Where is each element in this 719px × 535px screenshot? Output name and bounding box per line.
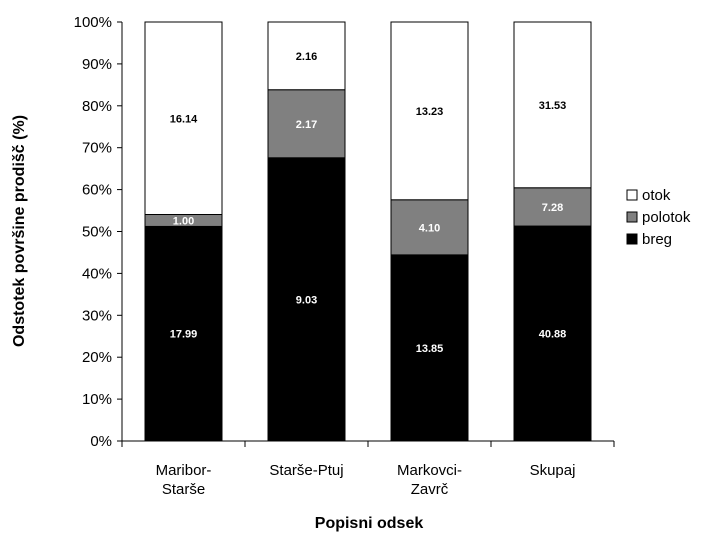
legend-label-otok: otok [642,187,671,204]
y-tick-label: 10% [82,391,112,408]
bar-segment-polotok [390,199,469,256]
y-tick-label: 80% [82,98,112,115]
y-tick-label: 50% [82,224,112,241]
bar-segment-polotok [267,89,346,159]
data-labels: 17.99 1.00 16.14 9.03 2.17 2.16 13.85 4.10 13.23… [170,51,567,355]
legend-label-breg: breg [642,231,672,248]
data-label-breg: 9.03 [296,294,317,306]
data-label-breg: 40.88 [539,329,567,341]
y-tick-label: 40% [82,265,112,282]
data-label-polotok: 2.17 [296,119,317,131]
bar-segment-breg [267,157,346,442]
bar-segment-otok [144,21,223,216]
category-label: Starše [162,481,205,498]
y-tick-label: 90% [82,56,112,73]
y-axis-title: Odstotek površine prodišč (%) [11,115,28,347]
bar-segment-breg [513,225,592,442]
axes: 0% 10% 20% 30% 40% 50% 60% 70% 80% 90% 100% Maribor… [74,14,615,498]
category-label: Starše-Ptuj [269,462,343,479]
category-label: Maribor- [156,462,212,479]
y-tick-label: 20% [82,349,112,366]
legend-swatch-polotok [626,211,638,223]
bar-segment-polotok [513,187,592,227]
data-label-otok: 2.16 [296,51,317,63]
legend-swatch-otok [626,189,638,201]
data-label-otok: 31.53 [539,100,567,112]
y-tick-label: 60% [82,182,112,199]
data-label-polotok: 7.28 [542,202,563,214]
y-tick-label: 70% [82,140,112,157]
bar-segment-breg [390,254,469,442]
x-axis-title: Popisni odsek [315,515,424,532]
bar-segment-otok [390,21,469,201]
data-label-breg: 13.85 [416,343,444,355]
data-label-breg: 17.99 [170,329,198,341]
legend-label-polotok: polotok [642,209,691,226]
category-label: Skupaj [530,462,576,479]
data-label-polotok: 1.00 [173,215,194,227]
y-tick-label: 30% [82,307,112,324]
y-tick-label: 0% [90,433,112,450]
bar-segment-breg [144,225,223,442]
bars [144,21,592,442]
legend: otok polotok breg [626,187,691,248]
data-label-otok: 13.23 [416,106,444,118]
y-tick-label: 100% [74,14,112,31]
bar-segment-otok [513,21,592,189]
legend-swatch-breg [626,233,638,245]
category-label: Markovci- [397,462,462,479]
data-label-otok: 16.14 [170,113,198,125]
bar-segment-otok [267,21,346,91]
data-label-polotok: 4.10 [419,222,440,234]
category-label: Zavrč [411,481,449,498]
